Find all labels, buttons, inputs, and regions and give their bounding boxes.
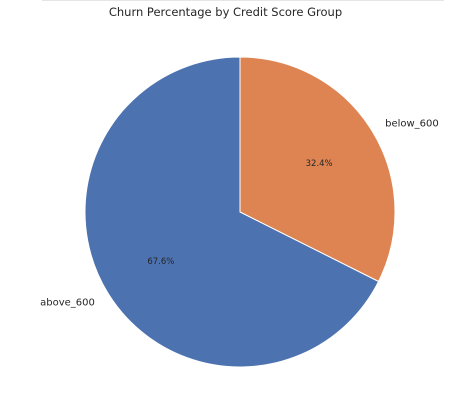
pie-slice-below-600 (239, 56, 396, 283)
chart-title: Churn Percentage by Credit Score Group (108, 5, 343, 19)
pct-label-above-600: 67.6% (147, 257, 174, 267)
pie-slice-above-600 (84, 56, 380, 368)
slice-label-above-600: above_600 (40, 298, 95, 309)
pct-label-below-600: 32.4% (306, 159, 333, 169)
top-divider (42, 0, 444, 1)
slice-label-below-600: below_600 (385, 118, 439, 129)
